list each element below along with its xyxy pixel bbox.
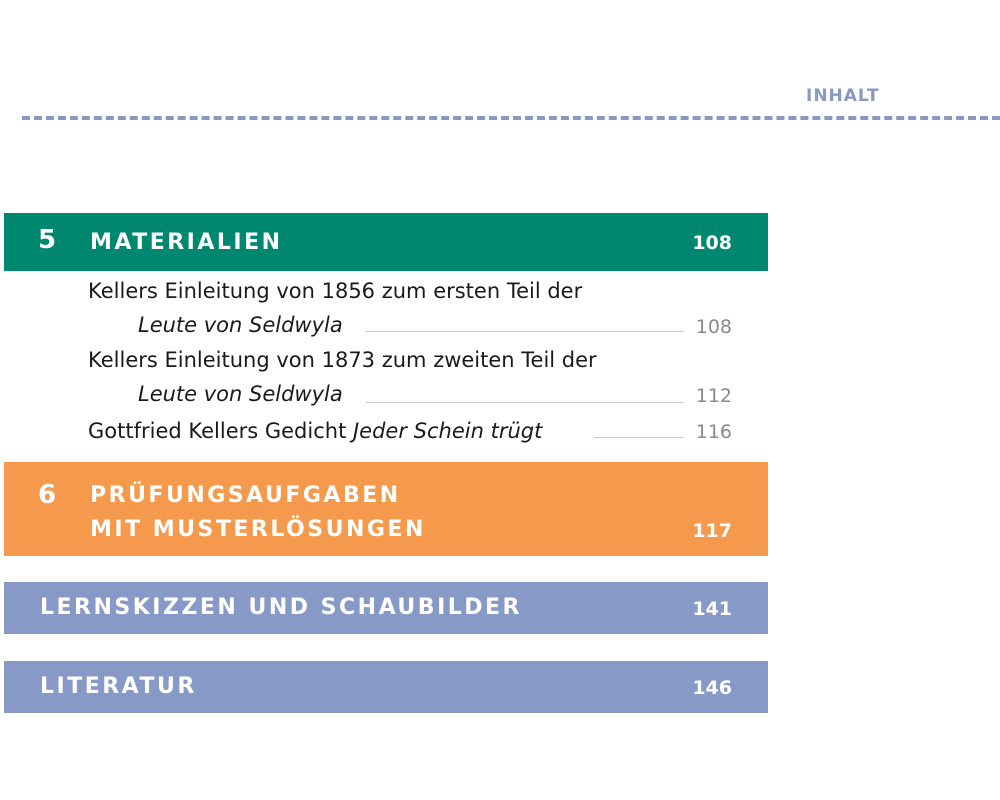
- entry-page-number: 108: [695, 316, 732, 338]
- toc-literatur-header[interactable]: LITERATUR 146: [4, 661, 768, 713]
- page-section-label: INHALT: [806, 86, 880, 106]
- toc-entry-title[interactable]: Leute von Seldwyla: [138, 313, 343, 337]
- dot-leader: [366, 331, 684, 332]
- section-page-number: 117: [692, 520, 732, 542]
- entry-italic-title: Leute von Seldwyla: [138, 382, 343, 406]
- section-page-number: 141: [692, 598, 732, 620]
- dot-leader: [366, 402, 684, 403]
- toc-entry-line: Kellers Einleitung von 1873 zum zweiten …: [88, 348, 597, 372]
- toc-lernskizzen-header[interactable]: LERNSKIZZEN UND SCHAUBILDER 141: [4, 582, 768, 634]
- section-title: MATERIALIEN: [90, 230, 283, 255]
- toc-entry-title[interactable]: Gottfried Kellers Gedicht Jeder Schein t…: [88, 419, 542, 443]
- section-title: LERNSKIZZEN UND SCHAUBILDER: [40, 595, 522, 620]
- entry-text: Gottfried Kellers Gedicht: [88, 419, 353, 443]
- dot-leader: [594, 437, 684, 438]
- entry-italic-title: Leute von Seldwyla: [138, 313, 343, 337]
- section-page-number: 146: [692, 677, 732, 699]
- entry-italic-title: Jeder Schein trügt: [352, 419, 543, 443]
- toc-section-6-header[interactable]: 6 PRÜFUNGSAUFGABEN MIT MUSTERLÖSUNGEN 11…: [4, 462, 768, 556]
- toc-entry-title[interactable]: Leute von Seldwyla: [138, 382, 343, 406]
- section-number: 5: [38, 225, 57, 255]
- toc-entry-line: Kellers Einleitung von 1856 zum ersten T…: [88, 279, 583, 303]
- entry-page-number: 116: [695, 421, 732, 443]
- section-number: 6: [38, 480, 57, 510]
- dashed-divider: [22, 116, 1000, 120]
- section-title-line2: MIT MUSTERLÖSUNGEN: [90, 517, 426, 542]
- entry-page-number: 112: [695, 385, 732, 407]
- section-title: LITERATUR: [40, 674, 197, 699]
- toc-section-5-header[interactable]: 5 MATERIALIEN 108: [4, 213, 768, 271]
- section-title-line1: PRÜFUNGSAUFGABEN: [90, 483, 401, 508]
- section-page-number: 108: [692, 232, 732, 254]
